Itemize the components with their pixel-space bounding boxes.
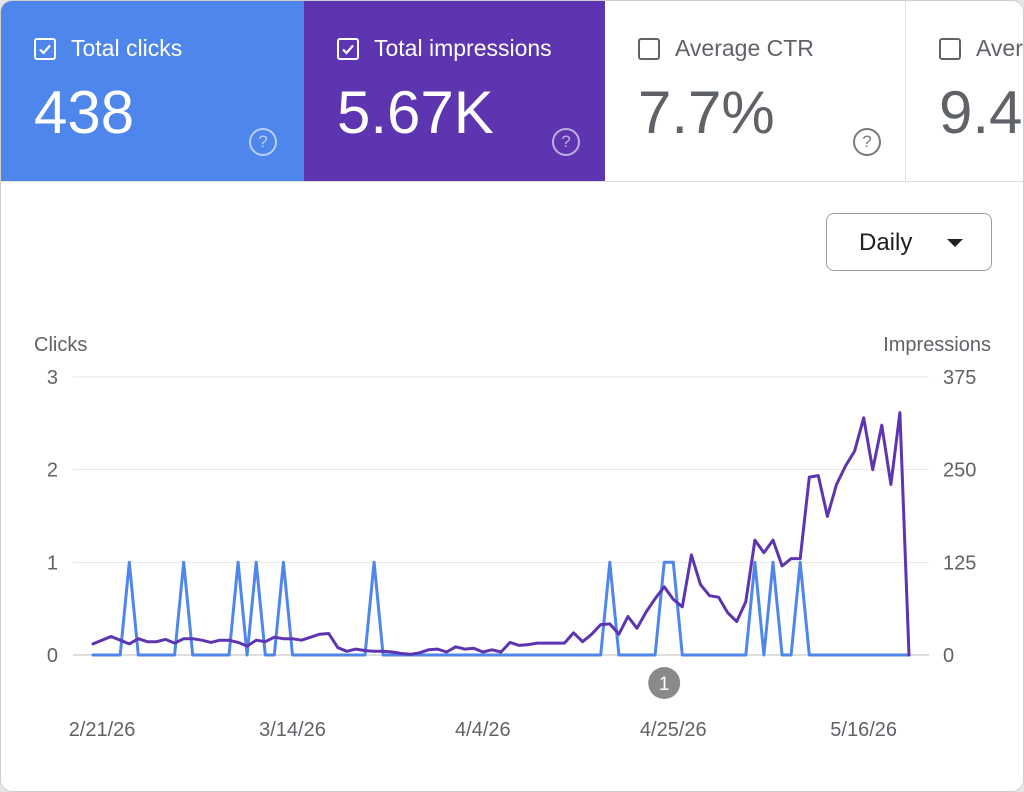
metric-value: 5.67K — [337, 79, 494, 146]
metric-tab-average-ctr[interactable]: Average CTR 7.7% ? — [605, 1, 906, 181]
y-axis-right-title: Impressions — [883, 334, 991, 356]
annotation-marker-label: 1 — [659, 674, 670, 695]
metric-value: 7.7% — [638, 79, 775, 146]
y-axis-left-title: Clicks — [34, 334, 88, 356]
metric-label: Average CTR — [675, 35, 814, 61]
help-icon[interactable]: ? — [552, 128, 580, 156]
metric-tab-average-position[interactable]: Average position 9.4 — [906, 1, 1023, 181]
dropdown-arrow-icon — [947, 239, 963, 247]
metric-checkbox-clicks[interactable] — [34, 38, 56, 60]
y-left-tick-label: 1 — [47, 552, 58, 574]
performance-chart: 0 1 2 3 0 125 250 375 2/21/26 3/14/26 4/4/26 4/25/2… — [47, 367, 977, 741]
x-tick-label: 4/4/26 — [455, 719, 511, 741]
series-line-impressions — [91, 411, 911, 657]
granularity-label: Daily — [859, 229, 913, 256]
x-tick-label: 3/14/26 — [259, 719, 326, 741]
x-tick-label: 4/25/26 — [640, 719, 707, 741]
y-right-tick-label: 250 — [943, 460, 976, 482]
metric-checkbox-impressions[interactable] — [337, 38, 359, 60]
metric-label: Total impressions — [374, 35, 552, 61]
check-icon — [342, 44, 354, 55]
y-left-tick-label: 0 — [47, 645, 58, 667]
metric-label: Total clicks — [71, 35, 183, 61]
help-icon[interactable]: ? — [249, 128, 277, 156]
help-icon[interactable]: ? — [853, 128, 881, 156]
x-tick-label: 2/21/26 — [69, 719, 136, 741]
metric-checkbox-ctr[interactable] — [638, 38, 660, 60]
check-icon — [39, 44, 51, 55]
metric-tab-total-clicks[interactable]: Total clicks 438 ? — [1, 1, 304, 181]
y-left-tick-label: 2 — [47, 460, 58, 482]
series-line-clicks — [91, 560, 911, 657]
annotation-marker — [648, 667, 681, 699]
metric-value: 438 — [34, 79, 135, 146]
y-left-tick-label: 3 — [47, 367, 58, 389]
metric-tabs: Total clicks 438 ? Total impressions 5.6… — [1, 1, 1023, 182]
metric-checkbox-position[interactable] — [939, 38, 961, 60]
metric-tab-total-impressions[interactable]: Total impressions 5.67K ? — [304, 1, 605, 181]
y-right-tick-label: 0 — [943, 645, 954, 667]
x-tick-label: 5/16/26 — [830, 719, 897, 741]
metric-value: 9.4 — [939, 79, 1023, 146]
y-right-tick-label: 125 — [943, 552, 976, 574]
granularity-dropdown[interactable]: Daily — [826, 213, 992, 271]
metric-label: Average position — [976, 35, 1023, 61]
y-right-tick-label: 375 — [943, 367, 976, 389]
